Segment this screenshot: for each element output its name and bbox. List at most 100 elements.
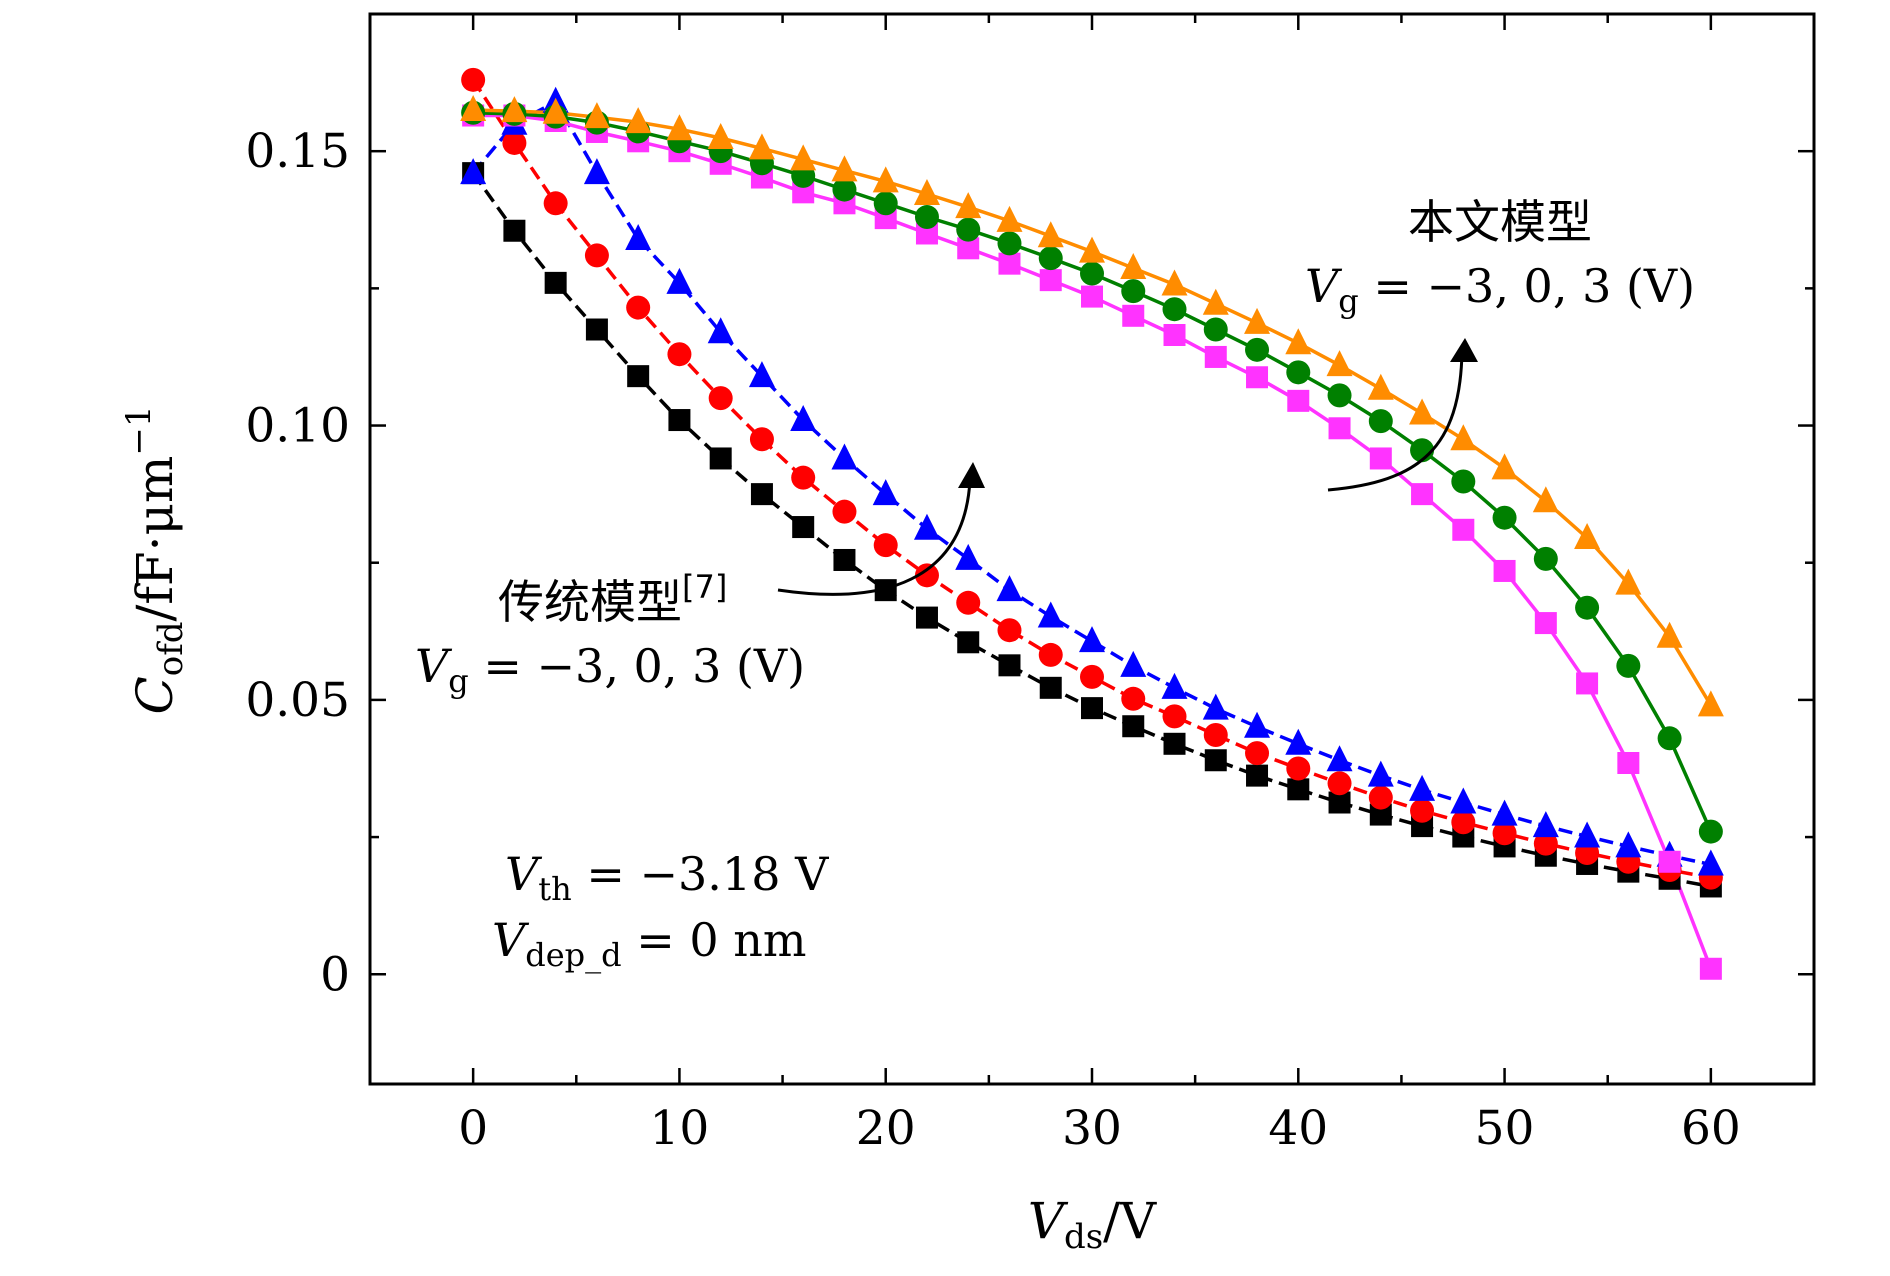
point-traditional-triangle — [1079, 626, 1105, 653]
point-traditional-square — [833, 548, 856, 571]
point-traditional-circle — [832, 499, 857, 524]
point-traditional-square — [503, 219, 526, 242]
point-traditional-triangle — [1491, 799, 1518, 826]
x-axis-title: Vds/V — [1028, 1192, 1157, 1257]
x-tick-label: 50 — [1475, 1101, 1535, 1156]
point-traditional-circle — [1245, 741, 1270, 766]
vdep-label: Vdep_d = 0 nm — [492, 913, 807, 974]
point-proposed-square — [1576, 672, 1599, 695]
point-traditional-square — [957, 631, 980, 654]
x-tick-label: 20 — [856, 1101, 916, 1156]
point-traditional-circle — [1038, 642, 1063, 667]
point-proposed-circle — [1038, 246, 1063, 271]
point-traditional-triangle — [1697, 849, 1724, 876]
point-proposed-triangle — [996, 205, 1023, 232]
point-traditional-circle — [626, 295, 651, 320]
point-proposed-square — [792, 181, 815, 204]
point-traditional-triangle — [955, 543, 982, 570]
point-proposed-triangle — [1491, 453, 1518, 480]
point-traditional-square — [585, 318, 608, 341]
point-traditional-circle — [1286, 756, 1311, 781]
y-axis-title: Cofd/fF·μm−1 — [119, 405, 191, 714]
point-proposed-circle — [1162, 297, 1187, 322]
point-traditional-square — [627, 365, 650, 388]
point-proposed-square — [1699, 957, 1722, 980]
point-traditional-triangle — [748, 361, 775, 388]
point-proposed-triangle — [1574, 523, 1601, 550]
point-proposed-square — [957, 237, 980, 260]
point-traditional-triangle — [1244, 711, 1271, 738]
point-proposed-circle — [1368, 409, 1393, 434]
point-proposed-circle — [956, 217, 981, 242]
point-proposed-triangle — [460, 95, 487, 122]
point-traditional-triangle — [1367, 760, 1394, 787]
point-proposed-triangle — [707, 123, 734, 150]
point-proposed-triangle — [1037, 221, 1064, 248]
point-proposed-triangle — [1697, 690, 1724, 717]
point-proposed-square — [1617, 752, 1640, 774]
point-traditional-triangle — [1120, 650, 1147, 677]
point-traditional-triangle — [1409, 774, 1436, 801]
point-traditional-square — [1122, 715, 1145, 738]
series-markers — [460, 67, 1724, 980]
point-proposed-triangle — [913, 178, 940, 205]
point-proposed-circle — [1121, 279, 1146, 304]
point-proposed-triangle — [1409, 398, 1436, 425]
point-traditional-circle — [956, 590, 981, 615]
point-traditional-circle — [543, 191, 568, 216]
point-traditional-square — [915, 606, 938, 629]
point-proposed-circle — [1327, 383, 1352, 408]
point-traditional-triangle — [1574, 821, 1601, 848]
point-traditional-circle — [708, 386, 733, 411]
point-proposed-square — [1204, 345, 1227, 368]
point-traditional-circle — [791, 465, 816, 490]
point-traditional-circle — [997, 618, 1022, 643]
point-proposed-triangle — [625, 107, 652, 134]
point-traditional-triangle — [1615, 831, 1642, 858]
point-traditional-square — [998, 654, 1021, 677]
point-traditional-triangle — [625, 223, 652, 250]
point-traditional-circle — [1410, 798, 1435, 823]
point-proposed-square — [1534, 612, 1557, 635]
point-traditional-square — [1081, 697, 1103, 720]
point-proposed-triangle — [1656, 621, 1683, 648]
proposed-arrowhead — [1450, 338, 1478, 362]
point-proposed-triangle — [831, 155, 858, 182]
point-traditional-triangle — [790, 405, 817, 432]
point-traditional-triangle — [666, 267, 693, 294]
point-traditional-circle — [1492, 821, 1517, 846]
point-traditional-triangle — [831, 443, 858, 470]
point-proposed-circle — [1080, 261, 1104, 286]
point-proposed-square — [1287, 389, 1310, 412]
point-traditional-circle — [1451, 810, 1476, 835]
point-traditional-square — [1369, 803, 1392, 826]
point-traditional-triangle — [460, 158, 487, 185]
proposed-model-label: 本文模型 — [1408, 195, 1592, 249]
point-traditional-circle — [1080, 664, 1104, 689]
point-proposed-circle — [1245, 337, 1270, 362]
point-proposed-square — [1452, 518, 1475, 541]
point-proposed-triangle — [955, 192, 982, 219]
point-traditional-triangle — [872, 479, 899, 506]
point-proposed-triangle — [542, 97, 569, 124]
x-tick-label: 0 — [458, 1101, 488, 1156]
point-traditional-triangle — [583, 158, 610, 185]
point-proposed-square — [1658, 850, 1681, 873]
point-traditional-square — [709, 447, 732, 470]
point-traditional-triangle — [1161, 672, 1188, 699]
point-proposed-circle — [1492, 505, 1517, 530]
point-traditional-square — [1204, 749, 1227, 772]
point-proposed-triangle — [1367, 373, 1394, 400]
point-traditional-circle — [1327, 771, 1352, 796]
point-traditional-circle — [1368, 785, 1393, 810]
traditional-vg-label: Vg = −3, 0, 3 (V) — [415, 639, 805, 700]
point-traditional-circle — [914, 563, 939, 588]
point-proposed-square — [1039, 269, 1062, 292]
point-traditional-square — [668, 409, 691, 432]
point-traditional-square — [1163, 732, 1186, 755]
point-proposed-triangle — [1326, 350, 1353, 377]
point-proposed-circle — [1616, 653, 1641, 678]
point-traditional-circle — [1203, 723, 1228, 748]
axis-tick-labels: 0 10 20 30 40 50 60 0 0.05 0.10 0.15 — [245, 124, 1740, 1156]
x-tick-label: 60 — [1681, 1101, 1741, 1156]
